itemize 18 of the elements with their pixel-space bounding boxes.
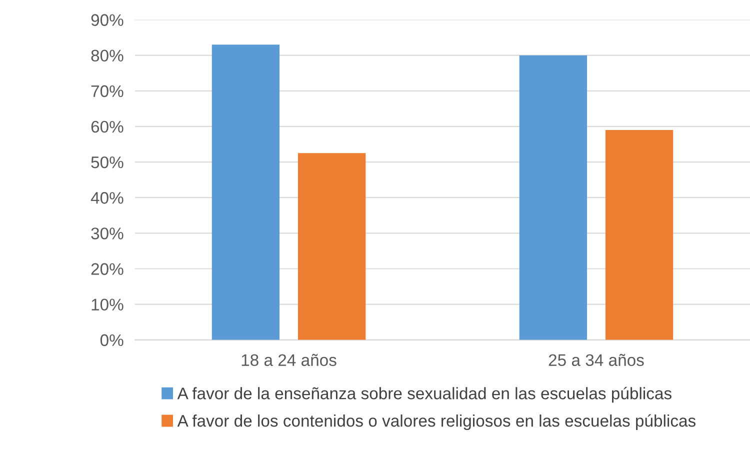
y-tick-label: 80% xyxy=(91,50,124,62)
bar xyxy=(212,44,280,340)
bar xyxy=(519,55,588,340)
y-tick-label: 0% xyxy=(100,334,124,346)
y-tick-label: 70% xyxy=(91,85,124,98)
y-tick-label: 50% xyxy=(91,156,124,168)
legend-label: A favor de la enseñanza sobre sexualidad en las escuelas públicas xyxy=(177,386,672,403)
legend-label: A favor de los contenidos o valores religiosos en las escuelas públicas xyxy=(177,414,696,430)
y-tick-label: 10% xyxy=(92,298,124,311)
y-tick-label: 40% xyxy=(90,192,124,204)
bar xyxy=(298,153,366,340)
x-tick-label: 18 a 24 años xyxy=(242,354,336,366)
y-tick-label: 20% xyxy=(91,263,124,275)
y-tick-label: 90% xyxy=(91,14,124,26)
y-tick-label: 60% xyxy=(91,120,124,133)
x-tick-label: 25 a 34 años xyxy=(548,354,644,366)
bar xyxy=(605,130,674,340)
y-tick-label: 30% xyxy=(91,228,124,240)
